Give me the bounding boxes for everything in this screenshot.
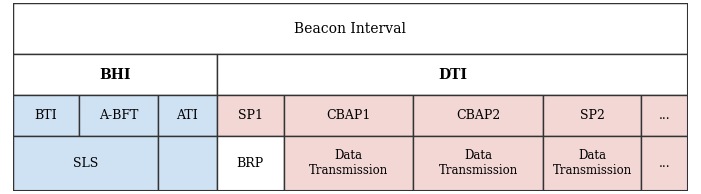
Bar [158,136,217,191]
Bar [13,3,688,54]
Bar [543,95,641,136]
Text: CBAP1: CBAP1 [327,109,371,122]
Text: BHI: BHI [99,68,130,81]
Bar [284,136,414,191]
Bar [13,136,158,191]
Bar [217,136,284,191]
Text: ATI: ATI [177,109,198,122]
Text: ...: ... [659,157,671,170]
Bar [641,136,688,191]
Text: Data
Transmission: Data Transmission [309,149,388,177]
Text: BRP: BRP [237,157,264,170]
Bar [13,95,79,136]
Bar [79,95,158,136]
Bar [414,136,543,191]
Text: SLS: SLS [73,157,98,170]
Bar [217,54,688,95]
Text: BTI: BTI [35,109,57,122]
Text: Beacon Interval: Beacon Interval [294,22,407,36]
Bar [641,95,688,136]
Bar [13,54,217,95]
Text: DTI: DTI [438,68,467,81]
Bar [414,95,543,136]
Text: A-BFT: A-BFT [99,109,138,122]
Bar [284,95,414,136]
Text: Data
Transmission: Data Transmission [439,149,518,177]
Text: CBAP2: CBAP2 [456,109,501,122]
Text: ...: ... [659,109,671,122]
Text: SP1: SP1 [238,109,263,122]
Bar [158,95,217,136]
Bar [543,136,641,191]
Text: SP2: SP2 [580,109,604,122]
Text: Data
Transmission: Data Transmission [552,149,632,177]
Bar [217,95,284,136]
